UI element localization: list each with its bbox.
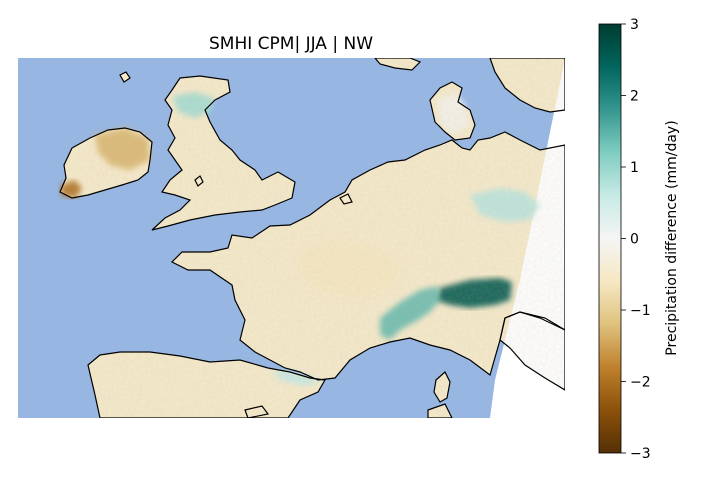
colorbar-tick-label: −3 xyxy=(630,446,651,462)
colorbar-tick-label: −2 xyxy=(630,375,651,391)
coastline-italy xyxy=(499,311,565,391)
coastline-sweden xyxy=(489,58,565,113)
coastline-sardinia xyxy=(427,403,453,418)
coastline-denmark xyxy=(429,81,476,141)
map-panel xyxy=(18,58,565,418)
coastline-netherlands-islands xyxy=(339,193,353,205)
colorbar-tick-label: 1 xyxy=(630,160,639,176)
coastline-hebrides xyxy=(119,71,131,83)
colorbar-tick-label: 0 xyxy=(630,232,639,248)
coastline-norway xyxy=(374,58,422,71)
colorbar-ticks: 3 2 1 0 −1 −2 −3 xyxy=(621,17,651,462)
coastline-ireland xyxy=(59,127,153,199)
colorbar-label: Precipitation difference (mm/day) xyxy=(664,120,680,355)
colorbar-bar xyxy=(598,23,622,454)
coastlines xyxy=(59,58,565,418)
colorbar-tick-label: 2 xyxy=(630,89,639,105)
coastline-isle-of-man xyxy=(194,175,204,187)
colorbar: 3 2 1 0 −1 −2 −3 Precipitation difference (mm/… xyxy=(598,17,680,462)
coastline-continent xyxy=(170,131,565,381)
coastline-corsica xyxy=(433,371,451,403)
coastline-great-britain xyxy=(151,75,296,231)
coastline-mallorca xyxy=(244,405,270,418)
coastline-iberia xyxy=(87,351,326,418)
colorbar-tick-label: 3 xyxy=(630,17,639,33)
map-title: SMHI CPM| JJA | NW xyxy=(209,34,373,54)
colorbar-tick-label: −1 xyxy=(630,303,651,319)
